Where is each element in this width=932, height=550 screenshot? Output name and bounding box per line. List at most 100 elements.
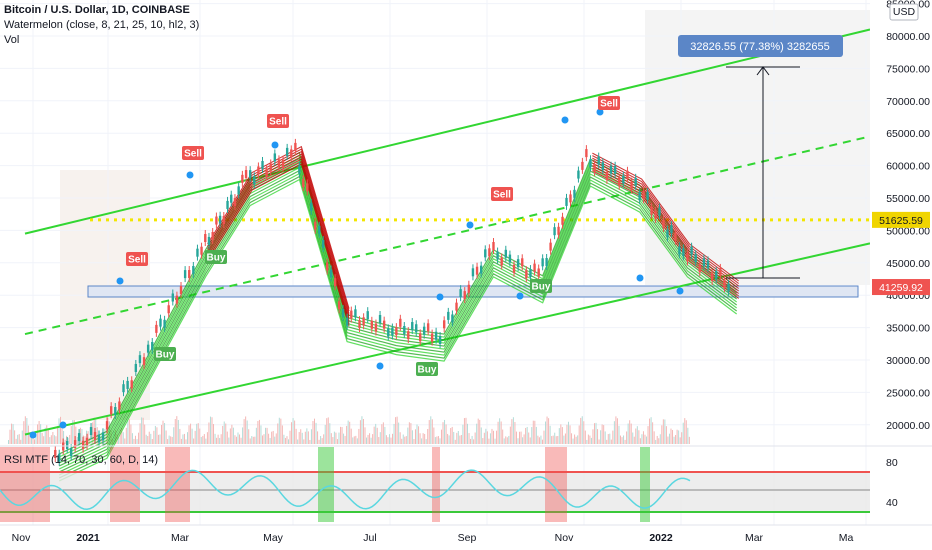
volume-bar (261, 435, 263, 444)
candle (549, 242, 552, 251)
volume-bar (589, 435, 591, 444)
rsi-hot-zone (545, 447, 567, 522)
volume-bar (151, 439, 153, 444)
candle (710, 273, 714, 282)
volume-bar (286, 436, 288, 444)
volume-bar (142, 417, 144, 444)
price-axis (870, 0, 932, 550)
candle (411, 322, 414, 331)
volume-bar (274, 436, 276, 444)
candle (163, 319, 166, 328)
volume-label[interactable]: Vol (4, 34, 20, 46)
candle (337, 301, 341, 310)
measure-arrowhead (756, 66, 770, 76)
volume-bar (650, 417, 652, 444)
volume-bar (439, 438, 441, 444)
candle (557, 226, 560, 235)
indicator-label[interactable]: Watermelon (close, 8, 21, 25, 10, hl2, 3… (4, 19, 200, 31)
volume-bars (8, 416, 690, 444)
volume-bar (620, 435, 621, 444)
volume-bar (390, 437, 392, 444)
volume-bar (402, 434, 404, 444)
volume-bar (529, 437, 531, 444)
volume-bar (502, 429, 504, 444)
volume-bar (133, 438, 135, 444)
volume-bar (225, 423, 227, 444)
volume-bar (667, 436, 669, 444)
ribbon-line-down (592, 160, 739, 289)
volume-bar (560, 424, 562, 444)
volume-bar (326, 418, 328, 444)
candle (654, 210, 657, 219)
volume-bar (418, 426, 420, 444)
volume-bar (56, 425, 58, 444)
volume-bar (164, 423, 166, 444)
signal-badge (416, 362, 438, 376)
volume-bar (483, 432, 485, 444)
rsi-legend[interactable]: RSI MTF (14, 70, 30, 60, D, 14) (4, 454, 159, 466)
volume-bar (269, 437, 271, 444)
price-tag-bg (872, 279, 930, 296)
volume-bar (118, 437, 120, 444)
price-tag: 41259.92 (872, 279, 930, 296)
volume-bar (350, 428, 352, 444)
candle (407, 331, 410, 340)
volume-bar (549, 425, 551, 444)
volume-bar (127, 420, 129, 444)
volume-bar (93, 417, 95, 444)
volume-bar (372, 434, 374, 444)
volume-bar (379, 432, 381, 444)
volume-bar (493, 430, 495, 444)
volume-bar (40, 424, 42, 444)
volume-bar (630, 423, 632, 444)
volume-bar (574, 434, 576, 444)
volume-bar (32, 435, 34, 444)
volume-bar (662, 419, 664, 444)
volume-bar (381, 424, 383, 444)
price-tick: 20000.00 (886, 420, 930, 432)
volume-bar (245, 416, 247, 444)
volume-bar (349, 421, 351, 444)
volume-bar (572, 438, 574, 444)
volume-bar (450, 428, 452, 444)
price-tag: 51625.59 (872, 211, 930, 228)
symbol-title[interactable]: Bitcoin / U.S. Dollar, 1D, COINBASE (4, 4, 190, 16)
volume-bar (431, 419, 433, 444)
rsi-tick: 80 (886, 457, 898, 469)
volume-bar (361, 416, 363, 444)
candle (666, 229, 669, 238)
candle (382, 320, 386, 329)
price-tick: 25000.00 (886, 387, 930, 399)
volume-bar (8, 440, 9, 444)
volume-bar (486, 431, 488, 444)
volume-bar (30, 436, 32, 444)
candle (442, 320, 446, 329)
candle (277, 159, 281, 168)
volume-bar (598, 439, 600, 444)
volume-bar (408, 422, 410, 444)
volume-bar (187, 432, 189, 444)
volume-bar (358, 428, 360, 444)
price-tick: 50000.00 (886, 225, 930, 237)
candle (430, 333, 434, 342)
candle (529, 269, 532, 278)
signal-label: Buy (156, 350, 175, 361)
candle (626, 170, 629, 179)
signal-sell: Sell (491, 187, 513, 201)
volume-bar (626, 431, 628, 444)
volume-bar (382, 422, 384, 444)
volume-bar (183, 433, 185, 444)
volume-bar (523, 434, 525, 444)
volume-bar (197, 423, 199, 444)
volume-bar (310, 429, 312, 444)
volume-bar (601, 424, 603, 444)
candle (192, 265, 195, 274)
candle (358, 320, 361, 329)
volume-bar (27, 425, 29, 444)
volume-bar (15, 438, 17, 444)
volume-bar (69, 434, 71, 444)
volume-bar (168, 435, 170, 444)
volume-bar (124, 438, 126, 444)
volume-bar (122, 432, 124, 444)
